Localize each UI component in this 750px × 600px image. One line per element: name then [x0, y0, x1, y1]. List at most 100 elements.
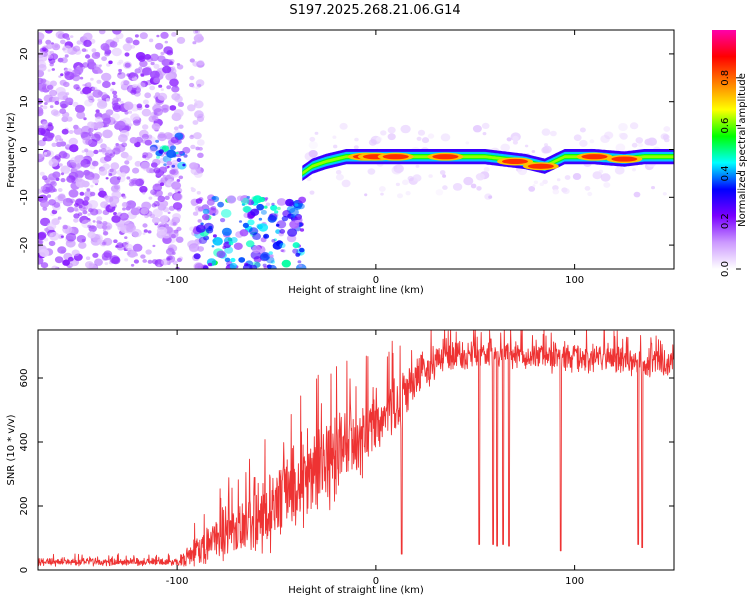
- spectrogram-blob: [170, 220, 178, 227]
- spectrogram-blob: [140, 160, 150, 169]
- spectrogram-blob: [269, 254, 274, 258]
- spectrogram-blob: [92, 89, 103, 98]
- spectrogram-blob: [94, 51, 101, 57]
- spectrogram-blob: [297, 203, 305, 210]
- spectrogram-blob: [44, 133, 54, 142]
- colorbar: 0.0 0.2 0.4 0.6 0.8 Normalized spectral ampl…: [712, 30, 748, 277]
- spectrogram-blob: [238, 257, 246, 263]
- spectrogram-blob: [242, 222, 249, 228]
- spectrogram-blob: [86, 82, 92, 87]
- spectrogram-blob: [106, 63, 111, 67]
- spectrogram-blob: [60, 172, 65, 176]
- spectrogram-blob: [182, 146, 191, 154]
- spectrogram-blob: [149, 70, 160, 80]
- spectrogram-blob: [62, 224, 68, 230]
- spectrogram-blob: [85, 54, 91, 59]
- spectrogram-blob: [84, 190, 93, 198]
- snr-ylabel: SNR (10 * v/v): [6, 414, 17, 485]
- spectrogram-blob: [79, 191, 85, 196]
- spectrogram-blob: [115, 120, 126, 129]
- spectrogram-blob: [155, 42, 164, 50]
- spectrogram-blob: [144, 214, 149, 219]
- spectrogram-blob: [96, 216, 103, 222]
- spectrogram-blob: [65, 239, 76, 248]
- spectrogram-blob: [193, 253, 201, 260]
- spectrogram-blob: [145, 249, 152, 255]
- spectrogram-blob: [157, 55, 166, 63]
- spectrogram-blob: [122, 207, 126, 211]
- spectrogram-blob: [45, 39, 52, 45]
- spectrogram-blob: [156, 226, 168, 236]
- spectrogram-blob: [542, 179, 548, 185]
- spectrogram-blob: [211, 196, 217, 201]
- spectrogram-blob: [57, 216, 62, 220]
- spectrogram-blob: [171, 112, 182, 122]
- spectrogram-blob: [475, 173, 485, 181]
- spectrogram-blob: [98, 168, 108, 176]
- spectrogram-blob: [111, 81, 116, 86]
- spectrogram-blob: [153, 63, 160, 69]
- spectrogram-blob: [153, 202, 157, 206]
- spectrogram-blob: [124, 111, 129, 115]
- spectrogram-blob: [367, 168, 376, 175]
- spectrogram-blob: [195, 146, 200, 151]
- spectrogram-blob: [95, 109, 100, 113]
- spectrogram-blob: [109, 176, 121, 185]
- spectrogram-blob: [88, 262, 93, 266]
- spectrogram-blob: [160, 215, 169, 223]
- spectrogram-blob: [592, 171, 603, 180]
- spectrogram-blob: [105, 98, 110, 102]
- spectrogram-blob: [212, 237, 223, 246]
- spectrogram-blob: [38, 127, 46, 136]
- spectrogram-blob: [294, 203, 299, 207]
- spectrogram-blob: [651, 186, 655, 190]
- spectrogram-blob: [364, 193, 368, 197]
- spectrogram-region-noise-right: [304, 122, 671, 200]
- spectrogram-blob: [435, 189, 444, 196]
- spectrogram-blob: [196, 191, 201, 195]
- spectrogram-blob: [60, 178, 66, 183]
- spectrogram-blob: [177, 101, 184, 107]
- spectrogram-blob: [192, 120, 199, 125]
- spectrogram-blob: [564, 175, 571, 180]
- spectrogram-blob: [162, 155, 169, 161]
- spectrogram-blob: [292, 248, 299, 254]
- spectrogram-blob: [176, 158, 182, 162]
- spectrogram-blob: [97, 238, 103, 244]
- spectrogram-blob: [400, 124, 411, 134]
- spectrogram-blob: [73, 207, 79, 212]
- spectrogram-blob: [193, 99, 197, 102]
- spectrogram-blob: [136, 103, 143, 109]
- spectrogram-blob: [166, 85, 172, 90]
- spectrogram-blob: [139, 60, 148, 68]
- spectrogram-blob: [85, 256, 91, 261]
- spectrogram-blob: [216, 250, 226, 259]
- colorbar-tick-label: 0.8: [720, 70, 731, 86]
- spectrogram-blob: [124, 160, 130, 165]
- colorbar-tick-label: 0.6: [720, 118, 731, 134]
- spectrogram-blob: [415, 164, 420, 168]
- spectrogram-blob: [125, 206, 131, 211]
- spectrogram-blob: [82, 200, 89, 206]
- spectrogram-blob: [118, 59, 124, 64]
- spectrogram-blob: [109, 201, 116, 207]
- spectrogram-blob: [512, 135, 519, 142]
- spectrogram-blob: [73, 213, 80, 219]
- spectrogram-marks: [38, 30, 674, 269]
- spectrogram-blob: [130, 263, 135, 267]
- spectrogram-blob: [48, 240, 56, 247]
- spectrogram-blob: [143, 168, 147, 171]
- spectrogram-blob: [57, 246, 67, 254]
- snr-ytick-label: 200: [19, 496, 30, 515]
- spectrogram-blob: [60, 57, 68, 64]
- spectrogram-blob: [190, 187, 196, 193]
- spectrogram-blob: [134, 34, 139, 38]
- snr-xtick-label: -100: [166, 576, 189, 587]
- spectrogram-blob: [55, 141, 63, 147]
- spectrogram-blob: [113, 184, 121, 190]
- spectrogram-blob: [238, 220, 243, 223]
- spectrogram-blob: [87, 59, 95, 65]
- spectrogram-blob: [308, 141, 318, 150]
- spectrogram-blob: [470, 183, 477, 189]
